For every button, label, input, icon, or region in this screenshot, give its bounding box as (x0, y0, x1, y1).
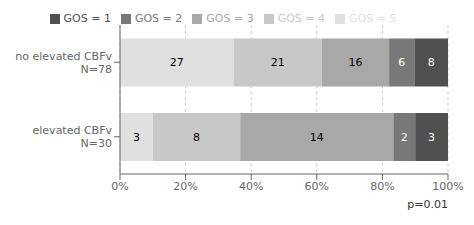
svg-text:14: 14 (310, 131, 324, 144)
svg-text:6: 6 (398, 56, 405, 69)
svg-text:40%: 40% (239, 180, 263, 193)
svg-text:20%: 20% (173, 180, 197, 193)
svg-text:elevated CBFvN=30: elevated CBFvN=30 (33, 124, 113, 150)
svg-text:8: 8 (428, 56, 435, 69)
svg-text:3: 3 (428, 131, 435, 144)
svg-text:no elevated CBFvN=78: no elevated CBFvN=78 (15, 50, 112, 76)
html-text:GOS = 2: GOS = 2 (134, 12, 183, 25)
svg-text:16: 16 (348, 56, 362, 69)
html-text:p=0.01: p=0.01 (407, 198, 448, 211)
html-text:GOS = 1: GOS = 1 (63, 12, 111, 25)
html-text:GOS = 4: GOS = 4 (277, 12, 326, 25)
svg-text:2: 2 (401, 131, 408, 144)
svg-text:3: 3 (133, 131, 140, 144)
html-text:GOS = 3: GOS = 3 (206, 12, 254, 25)
svg-text:8: 8 (193, 131, 200, 144)
svg-text:100%: 100% (432, 180, 463, 193)
svg-text:60%: 60% (305, 180, 329, 193)
svg-text:80%: 80% (370, 180, 394, 193)
svg-text:27: 27 (170, 56, 184, 69)
svg-text:0%: 0% (111, 180, 128, 193)
html-text:GOS = 5: GOS = 5 (349, 12, 397, 25)
svg-text:21: 21 (271, 56, 285, 69)
